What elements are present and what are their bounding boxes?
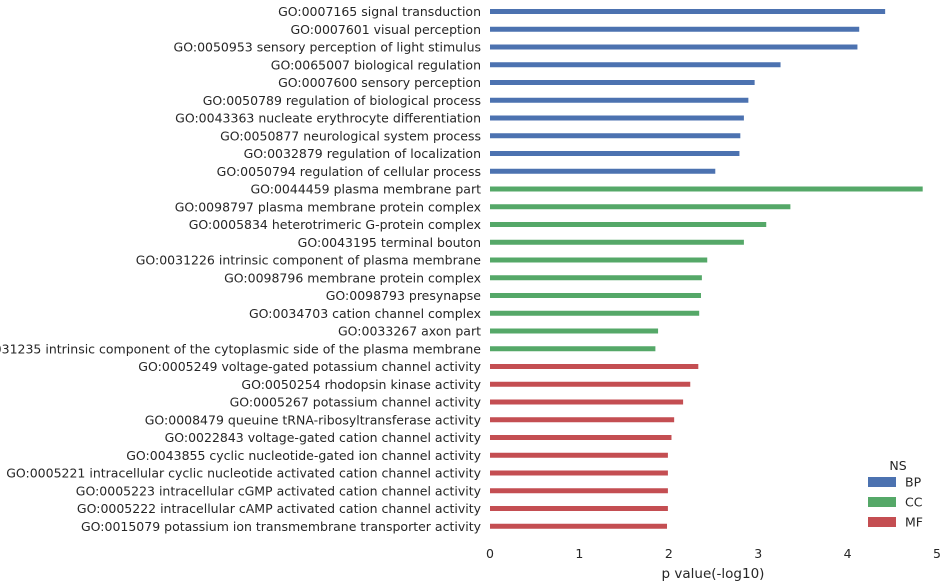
x-tick-label: 3 [754,546,762,561]
category-label: GO:0098793 presynapse [326,288,482,303]
category-label: GO:0005834 heterotrimeric G-protein comp… [189,217,481,232]
legend-label-mf: MF [905,515,923,530]
category-label: GO:0007600 sensory perception [278,75,481,90]
x-tick-label: 1 [575,546,583,561]
bar-bp [490,97,749,103]
legend-swatch-mf [868,517,896,527]
bar-mf [490,523,668,529]
x-tick-label: 4 [844,546,852,561]
legend-entries: BP CC MF [868,475,923,530]
bar-bp [490,115,744,121]
category-label: GO:0043855 cyclic nucleotide-gated ion c… [126,448,481,463]
x-tick-label: 2 [665,546,673,561]
legend: NS BP CC MF [868,458,923,530]
bar-bp [490,44,858,50]
bar-cc [490,328,659,334]
category-labels: GO:0007165 signal transduction GO:0007601… [0,4,482,534]
bar-mf [490,470,668,476]
bar-mf [490,506,668,511]
bar-cc [490,346,656,352]
category-label: GO:0008479 queuine tRNA-ribosyltransfera… [145,412,482,427]
x-tick-label: 0 [486,546,494,561]
category-label: GO:0050877 neurological system process [220,128,481,143]
category-label: GO:0098797 plasma membrane protein compl… [175,199,481,214]
category-label: GO:0031226 intrinsic component of plasma… [136,253,482,268]
bar-cc [490,222,767,227]
bar-mf [490,399,684,405]
category-label: GO:0005249 voltage-gated potassium chann… [138,359,481,374]
bar-cc [490,293,701,298]
bar-bp [490,9,886,14]
category-label: GO:0005223 intracellular cGMP activated … [76,483,482,498]
bar-mf [490,488,668,494]
category-label: GO:0022843 voltage-gated cation channel … [165,430,482,445]
bar-cc [490,257,708,263]
legend-title: NS [889,458,906,473]
category-label: GO:0044459 plasma membrane part [250,182,481,197]
bar-bp [490,62,781,68]
bar-mf [490,381,691,387]
x-tick-label: 5 [933,546,941,561]
category-label: GO:0043363 nucleate erythrocyte differen… [175,111,481,126]
legend-swatch-cc [868,497,896,507]
legend-swatch-bp [868,477,896,487]
bar-cc [490,186,923,192]
bar-cc [490,310,700,316]
bar-bp [490,133,741,139]
bar-bp [490,26,860,32]
category-label: GO:0065007 biological regulation [271,57,481,72]
bar-bp [490,168,716,174]
category-label: GO:0005221 intracellular cyclic nucleoti… [6,466,481,481]
bars-layer [490,9,923,529]
x-axis-ticks: 0 1 2 3 4 5 [486,546,941,561]
bar-bp [490,80,755,85]
category-label: GO:0005222 intracellular cAMP activated … [77,501,482,516]
bar-cc [490,275,702,281]
category-label: GO:0031235 intrinsic component of the cy… [0,341,481,356]
category-label: GO:0033267 axon part [338,324,481,339]
category-label: GO:0050789 regulation of biological proc… [203,93,481,108]
category-label: GO:0032879 regulation of localization [244,146,481,161]
bar-mf [490,435,672,440]
bar-mf [490,452,668,458]
category-label: GO:0007165 signal transduction [278,4,481,19]
category-label: GO:0005267 potassium channel activity [230,395,482,410]
legend-label-bp: BP [905,475,922,490]
bar-cc [490,239,744,245]
category-label: GO:0050794 regulation of cellular proces… [217,164,481,179]
category-label: GO:0098796 membrane protein complex [224,270,481,285]
bar-cc [490,204,791,210]
category-label: GO:0007601 visual perception [290,22,481,37]
category-label: GO:0015079 potassium ion transmembrane t… [81,519,482,534]
legend-label-cc: CC [905,495,923,510]
category-label: GO:0050953 sensory perception of light s… [174,40,481,55]
bar-mf [490,417,675,423]
category-label: GO:0043195 terminal bouton [298,235,481,250]
bar-bp [490,151,740,156]
bar-mf [490,364,699,369]
category-label: GO:0034703 cation channel complex [249,306,481,321]
x-axis-label: p value(-log10) [662,566,765,582]
category-label: GO:0050254 rhodopsin kinase activity [241,377,481,392]
